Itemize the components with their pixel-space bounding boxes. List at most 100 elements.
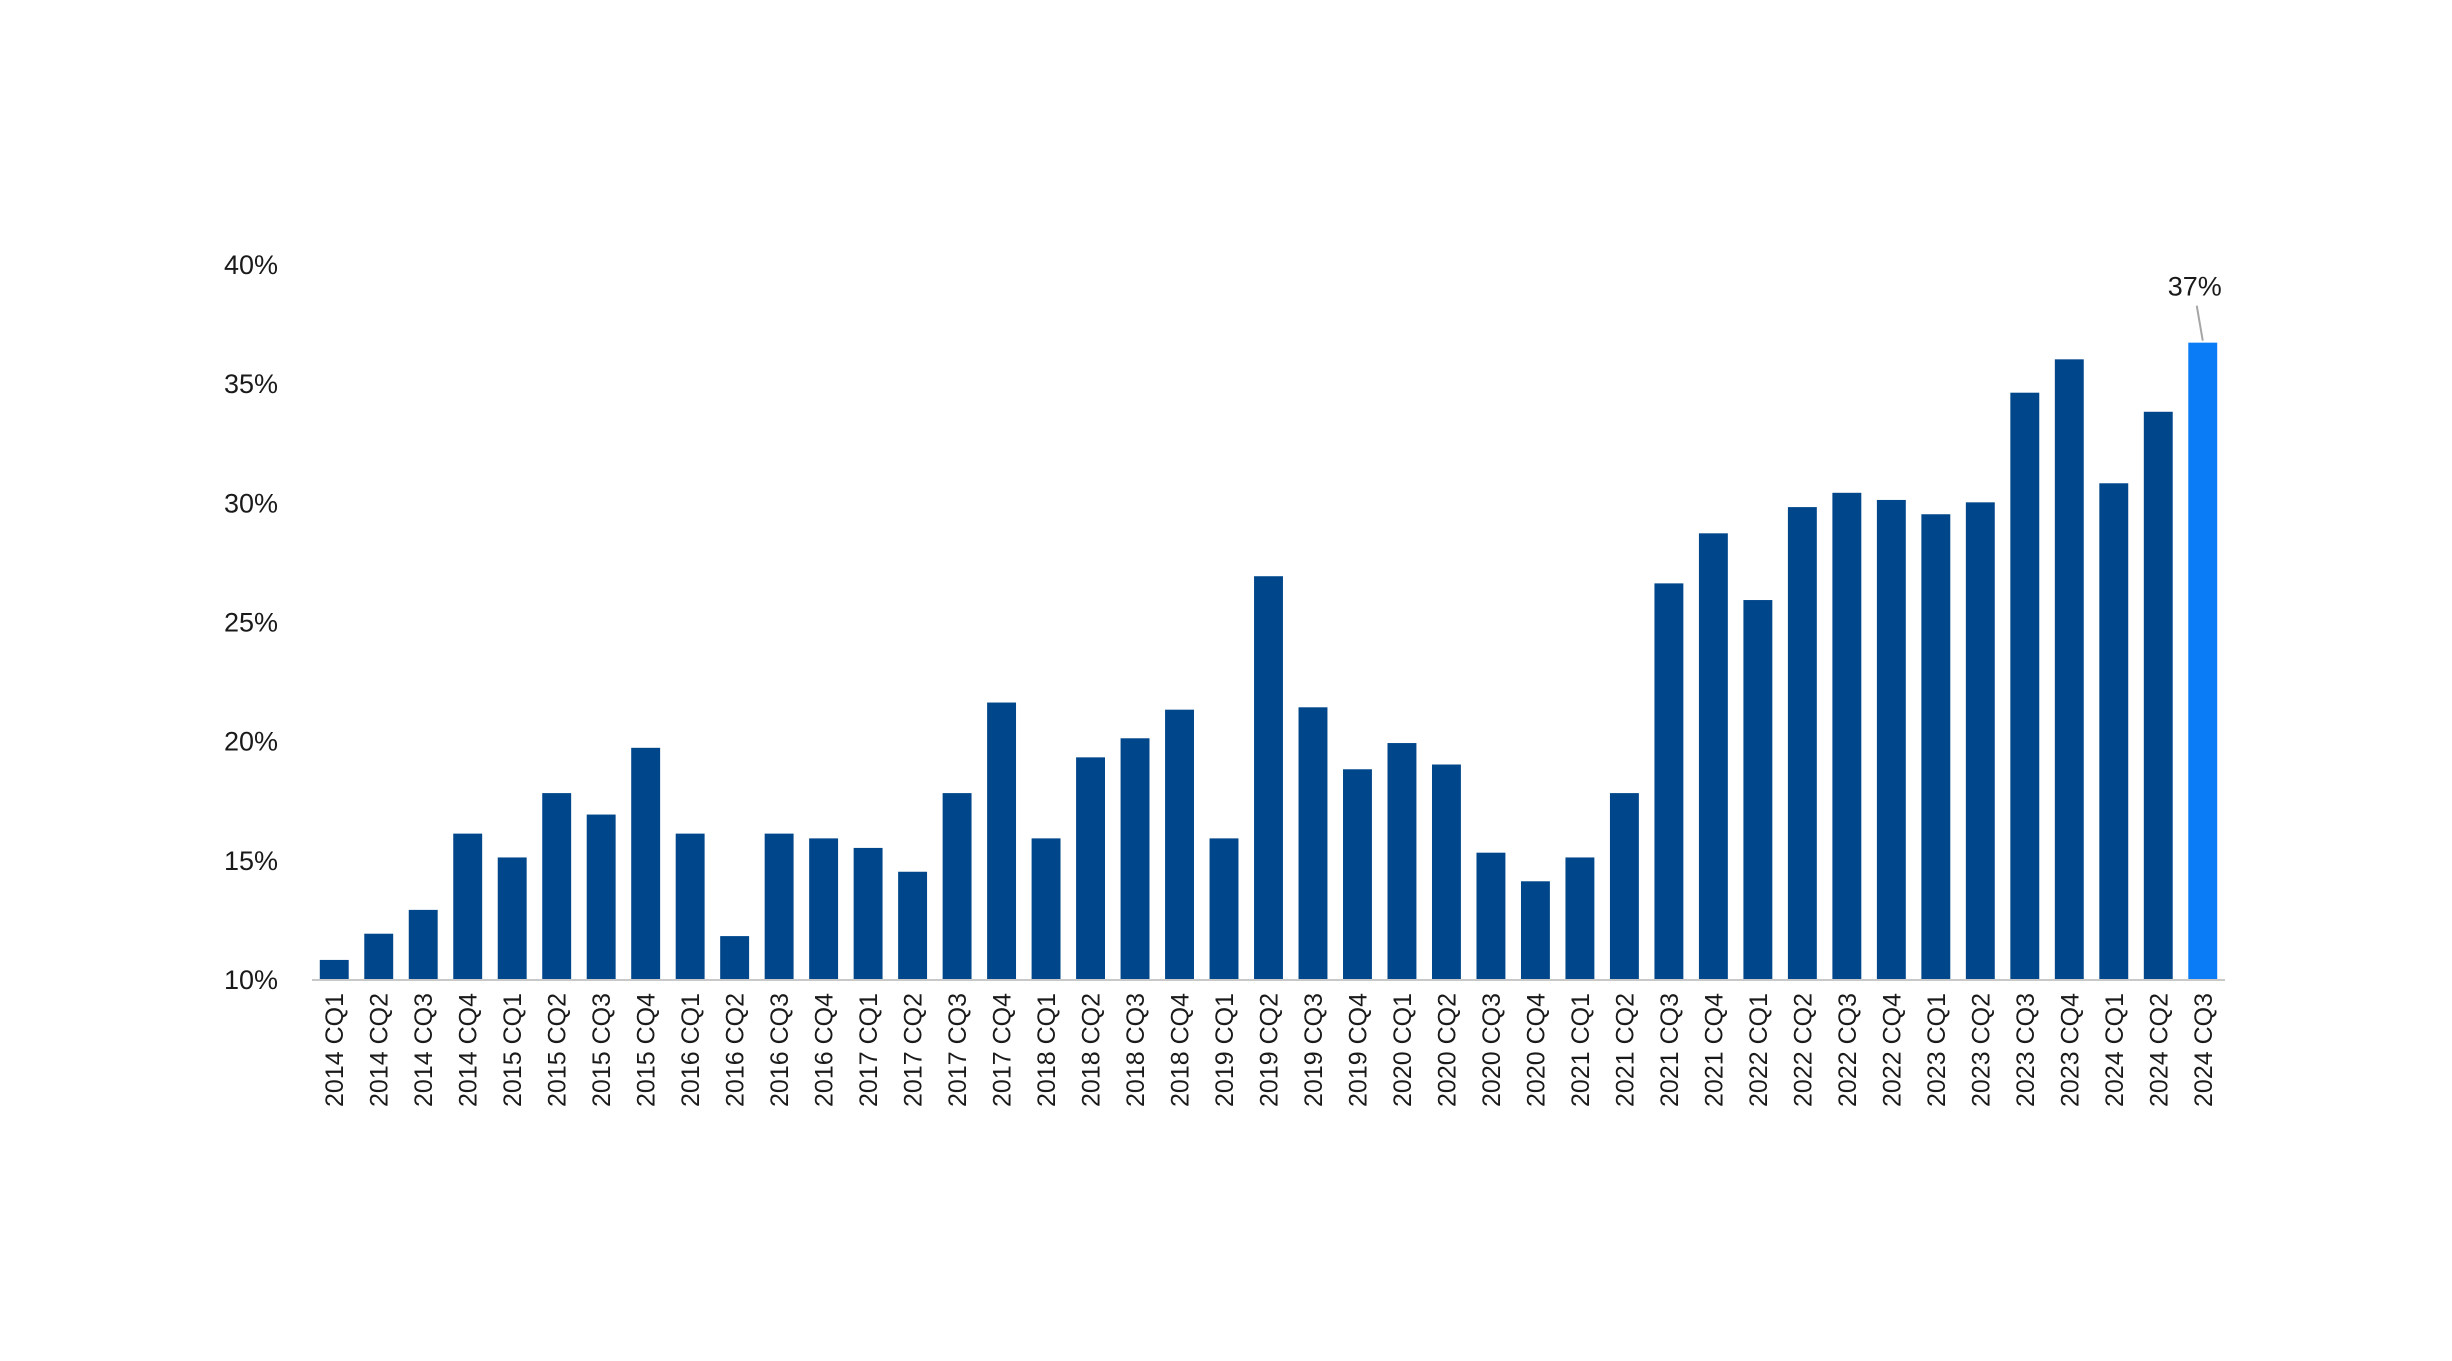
- y-tick-label: 20%: [224, 727, 278, 757]
- bar: [497, 857, 527, 979]
- x-tick-label: 2017 CQ2: [900, 993, 928, 1107]
- bar: [1921, 514, 1951, 979]
- x-tick-label: 2016 CQ2: [722, 993, 750, 1107]
- bar: [898, 871, 928, 979]
- x-tick-label: 2022 CQ2: [1789, 993, 1817, 1107]
- x-tick-label: 2019 CQ4: [1344, 993, 1372, 1107]
- bar: [1076, 757, 1106, 979]
- x-tick-label: 2024 CQ3: [2190, 993, 2218, 1107]
- x-tick-label: 2020 CQ2: [1433, 993, 1461, 1107]
- bar: [1254, 576, 1283, 979]
- bar: [1431, 764, 1461, 979]
- bar: [1476, 852, 1506, 979]
- bar: [2054, 359, 2084, 979]
- x-tick-label: 2021 CQ1: [1567, 993, 1595, 1107]
- bar: [1165, 709, 1194, 979]
- x-tick-label: 2018 CQ4: [1167, 993, 1195, 1107]
- bar: [453, 833, 483, 979]
- x-tick-label: 2023 CQ1: [1923, 993, 1951, 1107]
- x-tick-label: 2017 CQ4: [989, 993, 1017, 1107]
- x-tick-label: 2015 CQ4: [633, 993, 661, 1107]
- bar: [2010, 392, 2040, 979]
- bar: [1698, 533, 1728, 979]
- x-tick-label: 2021 CQ3: [1656, 993, 1684, 1107]
- x-tick-label: 2014 CQ3: [410, 993, 438, 1107]
- x-tick-label: 2018 CQ1: [1033, 993, 1061, 1107]
- bar: [1743, 600, 1773, 979]
- bar: [1876, 499, 1906, 979]
- x-tick-label: 2016 CQ3: [766, 993, 794, 1107]
- x-tick-label: 2015 CQ1: [499, 993, 527, 1107]
- data-label-leader-line: [2195, 305, 2204, 341]
- x-tick-label: 2021 CQ2: [1611, 993, 1639, 1107]
- bar: [1965, 502, 1995, 979]
- bar: [809, 838, 839, 979]
- y-tick-label: 25%: [224, 608, 278, 638]
- y-tick-label: 30%: [224, 488, 278, 518]
- x-tick-label: 2024 CQ1: [2101, 993, 2129, 1107]
- bar: [542, 793, 572, 979]
- x-tick-label: 2022 CQ1: [1745, 993, 1773, 1107]
- x-tick-label: 2023 CQ4: [2056, 993, 2084, 1107]
- x-tick-label: 2019 CQ1: [1211, 993, 1239, 1107]
- bar: [1209, 838, 1239, 979]
- x-axis-labels: 2014 CQ1 2014 CQ2 2014 CQ3 2014 CQ4 2015 CQ1…: [321, 993, 2218, 1107]
- x-tick-label: 2020 CQ4: [1522, 993, 1550, 1107]
- y-tick-label: 10%: [224, 965, 278, 995]
- x-tick-label: 2014 CQ2: [366, 993, 394, 1107]
- bar: [1654, 583, 1684, 979]
- bar: [408, 909, 438, 979]
- bar: [1832, 492, 1862, 979]
- data-labels: 37%: [2168, 272, 2222, 341]
- x-tick-label: 2017 CQ3: [944, 993, 972, 1107]
- bar: [1031, 838, 1061, 979]
- x-tick-label: 2019 CQ3: [1300, 993, 1328, 1107]
- x-tick-label: 2014 CQ1: [321, 993, 349, 1107]
- x-tick-label: 2022 CQ4: [1878, 993, 1906, 1107]
- bar: [720, 936, 750, 979]
- x-tick-label: 2020 CQ3: [1478, 993, 1506, 1107]
- x-tick-label: 2022 CQ3: [1834, 993, 1862, 1107]
- bar: [1120, 738, 1150, 979]
- bar: [1609, 793, 1639, 979]
- bar: [987, 702, 1017, 979]
- y-tick-label: 35%: [224, 369, 278, 399]
- x-tick-label: 2014 CQ4: [455, 993, 483, 1107]
- x-tick-label: 2015 CQ2: [544, 993, 572, 1107]
- x-tick-label: 2018 CQ3: [1122, 993, 1150, 1107]
- bar-highlight: [2188, 342, 2218, 979]
- x-tick-label: 2018 CQ2: [1078, 993, 1106, 1107]
- bar: [942, 793, 972, 979]
- x-tick-label: 2023 CQ2: [1967, 993, 1995, 1107]
- bar: [1565, 857, 1595, 979]
- bar: [2099, 483, 2129, 979]
- bars: [319, 342, 2218, 979]
- y-tick-label: 40%: [224, 250, 278, 280]
- bar: [1520, 881, 1550, 979]
- x-tick-label: 2016 CQ1: [677, 993, 705, 1107]
- x-tick-label: 2023 CQ3: [2012, 993, 2040, 1107]
- x-tick-label: 2020 CQ1: [1389, 993, 1417, 1107]
- bar: [764, 833, 794, 979]
- bar: [631, 747, 661, 979]
- bar: [675, 833, 705, 979]
- x-tick-label: 2021 CQ4: [1700, 993, 1728, 1107]
- x-tick-label: 2019 CQ2: [1256, 993, 1284, 1107]
- bar: [319, 959, 349, 979]
- y-tick-label: 15%: [224, 846, 278, 876]
- y-axis-ticks: 10% 15% 20% 25% 30% 35% 40%: [224, 250, 278, 995]
- data-label: 37%: [2168, 272, 2222, 302]
- bar: [1787, 507, 1817, 979]
- bar: [1298, 707, 1328, 979]
- x-tick-label: 2024 CQ2: [2145, 993, 2173, 1107]
- x-tick-label: 2015 CQ3: [588, 993, 616, 1107]
- bar: [364, 933, 394, 979]
- bar: [1387, 743, 1417, 979]
- x-tick-label: 2017 CQ1: [855, 993, 883, 1107]
- bar: [1343, 769, 1372, 979]
- bar: [2143, 411, 2173, 979]
- bar: [853, 847, 883, 979]
- bar: [586, 814, 616, 979]
- x-tick-label: 2016 CQ4: [811, 993, 839, 1107]
